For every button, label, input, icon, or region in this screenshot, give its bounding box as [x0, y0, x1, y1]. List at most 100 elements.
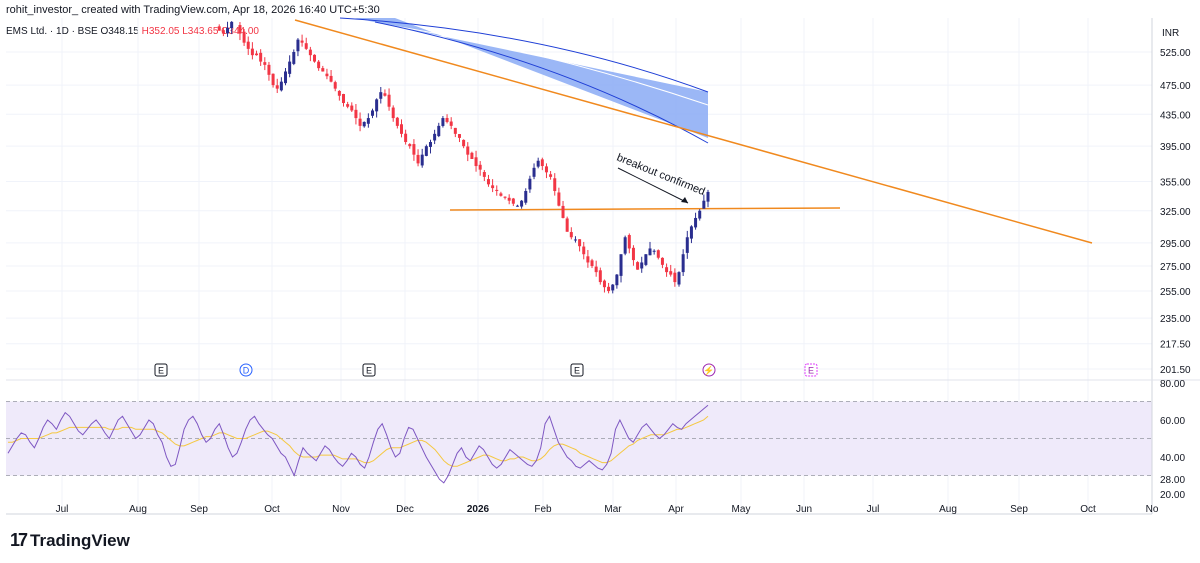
event-marker-label: E [366, 366, 372, 376]
event-marker-label: E [808, 366, 814, 376]
candle-body [648, 248, 652, 256]
dividend-icon [239, 363, 253, 377]
candle-body [399, 124, 403, 134]
candle-body [441, 118, 445, 126]
candle-body [300, 40, 304, 43]
candle-body [466, 146, 470, 155]
candle-body [242, 31, 246, 43]
candle-body [681, 254, 685, 273]
candle-body [702, 200, 706, 209]
candle-body [656, 250, 660, 258]
tradingview-logo[interactable]: 17 TradingView [10, 530, 130, 551]
price-tick-label: 235.00 [1160, 314, 1191, 325]
candle-body [238, 25, 242, 34]
month-tick-label: Nov [332, 504, 350, 515]
event-marker-earnings: E [362, 363, 376, 377]
price-tick-label: 395.00 [1160, 142, 1191, 153]
candle-body [673, 272, 677, 283]
candle-body [457, 134, 461, 138]
price-tick-label: 355.00 [1160, 178, 1191, 189]
month-tick-label: Jul [867, 504, 880, 515]
candle-body [470, 152, 474, 159]
candle-body [611, 284, 615, 291]
candle-body [296, 39, 300, 52]
candle-body [677, 272, 681, 285]
candle-body [275, 85, 279, 89]
candle-body [217, 26, 221, 31]
event-marker-label: ⚡ [703, 365, 714, 377]
candle-body [486, 179, 490, 185]
candle-body [304, 43, 308, 49]
candle-body [557, 192, 561, 206]
candle-body [561, 205, 565, 218]
earnings-icon [804, 363, 818, 377]
candle-body [395, 117, 399, 126]
candle-body [437, 125, 441, 137]
rsi-line [7, 404, 709, 484]
month-tick-label: 2026 [467, 504, 490, 515]
candle-body [594, 266, 598, 273]
candle-body [391, 107, 395, 119]
candle-body [226, 27, 230, 34]
candle-body [325, 73, 329, 77]
candle-body [333, 82, 337, 89]
month-tick-label: Aug [129, 504, 147, 515]
tradingview-wordmark: TradingView [30, 530, 130, 550]
candle-body [449, 121, 453, 126]
candle-body [358, 118, 362, 126]
candle-body [627, 235, 631, 249]
candle-body [255, 53, 259, 56]
channel-fill [355, 18, 708, 138]
candle-body [511, 198, 515, 204]
rsi-tick-label: 28.00 [1160, 475, 1185, 486]
channel-lower-line [374, 21, 709, 144]
candle-body [590, 260, 594, 267]
candle-body [288, 61, 292, 74]
month-tick-label: Dec [396, 504, 414, 515]
price-tick-label: 475.00 [1160, 81, 1191, 92]
month-tick-label: Aug [939, 504, 957, 515]
month-tick-label: Apr [668, 504, 684, 515]
candle-body [230, 21, 234, 29]
split-icon [702, 363, 716, 377]
month-tick-label: May [732, 504, 751, 515]
month-tick-label: Sep [1010, 504, 1028, 515]
candle-body [636, 262, 640, 270]
candle-body [660, 257, 664, 265]
candle-body [246, 41, 250, 49]
candle-body [292, 52, 296, 64]
candle-body [379, 92, 383, 99]
candle-body [346, 104, 350, 107]
candle-body [615, 274, 619, 286]
month-tick-label: Feb [534, 504, 552, 515]
event-marker-split: ⚡ [702, 363, 716, 377]
breakout-annotation: breakout confirmed [615, 152, 707, 198]
candle-body [598, 270, 602, 283]
candle-body [515, 205, 519, 207]
earnings-icon [154, 363, 168, 377]
candle-body [354, 109, 358, 119]
candle-body [375, 99, 379, 112]
symbol-name[interactable]: EMS Ltd. · 1D · BSE [6, 26, 98, 37]
candle-body [279, 81, 283, 91]
candle-body [284, 71, 288, 84]
rsi-tick-label: 60.00 [1160, 416, 1185, 427]
candle-body [424, 146, 428, 156]
candle-body [474, 157, 478, 167]
candle-body [619, 254, 623, 276]
candle-body [329, 75, 333, 82]
candle-body [259, 52, 263, 62]
candle-body [250, 48, 254, 56]
candle-body [578, 239, 582, 247]
price-tick-label: 255.00 [1160, 287, 1191, 298]
candle-body [520, 200, 524, 207]
candle-body [267, 64, 271, 75]
candle-body [685, 237, 689, 253]
ohlc-low: L343.65 [182, 26, 219, 37]
candle-body [416, 154, 420, 164]
candle-body [549, 174, 553, 177]
annotation-arrowhead [681, 197, 688, 203]
candle-body [420, 154, 424, 166]
annotation-arrow [617, 167, 689, 204]
